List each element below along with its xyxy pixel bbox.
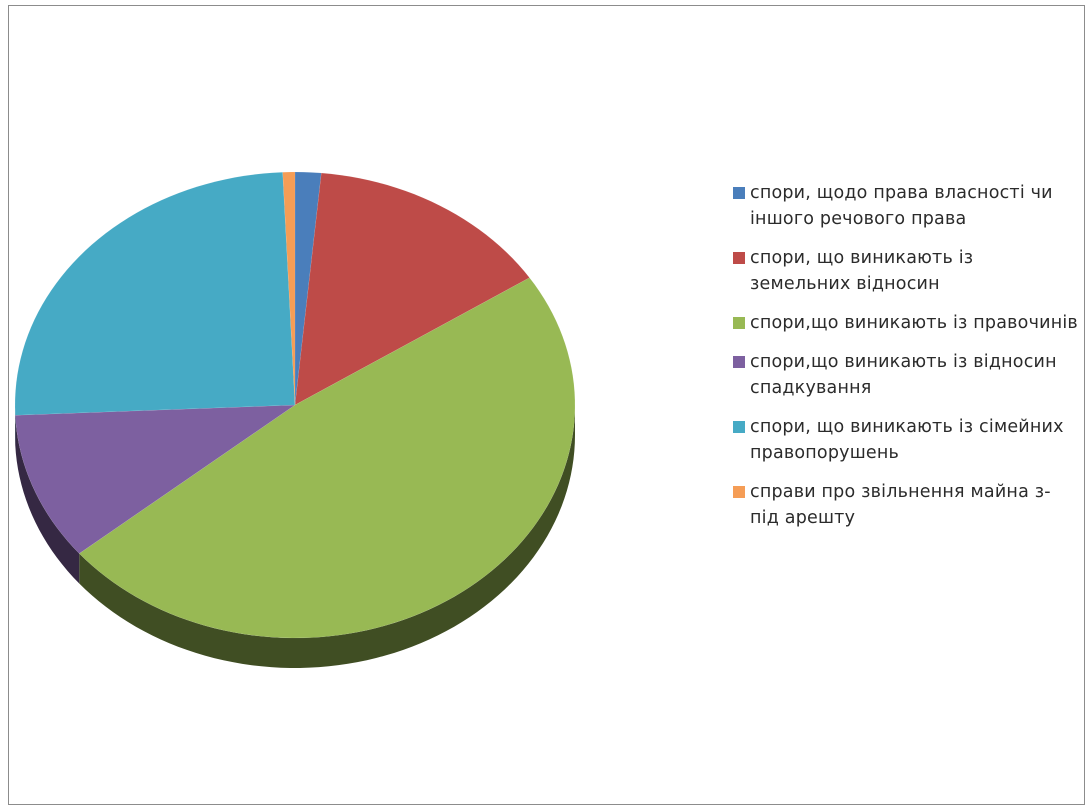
legend-label: справи про звільнення майна з-під арешту <box>750 479 1078 531</box>
legend-swatch <box>733 356 745 368</box>
pie-top <box>15 172 575 638</box>
legend: спори, щодо права власності чи іншого ре… <box>733 180 1078 544</box>
legend-swatch <box>733 252 745 264</box>
legend-swatch <box>733 421 745 433</box>
legend-swatch <box>733 187 745 199</box>
legend-label: спори, що виникають із земельних відноси… <box>750 245 1078 297</box>
legend-swatch <box>733 317 745 329</box>
legend-item: спори, що виникають із сімейних правопор… <box>733 414 1078 466</box>
legend-label: спори,що виникають із відносин спадкуван… <box>750 349 1078 401</box>
legend-swatch <box>733 486 745 498</box>
legend-label: спори,що виникають із правочинів <box>750 310 1078 336</box>
legend-label: спори, щодо права власності чи іншого ре… <box>750 180 1078 232</box>
legend-item: справи про звільнення майна з-під арешту <box>733 479 1078 531</box>
legend-item: спори,що виникають із правочинів <box>733 310 1078 336</box>
legend-label: спори, що виникають із сімейних правопор… <box>750 414 1078 466</box>
legend-item: спори,що виникають із відносин спадкуван… <box>733 349 1078 401</box>
legend-item: спори, щодо права власності чи іншого ре… <box>733 180 1078 232</box>
pie-slice <box>15 172 295 415</box>
legend-item: спори, що виникають із земельних відноси… <box>733 245 1078 297</box>
